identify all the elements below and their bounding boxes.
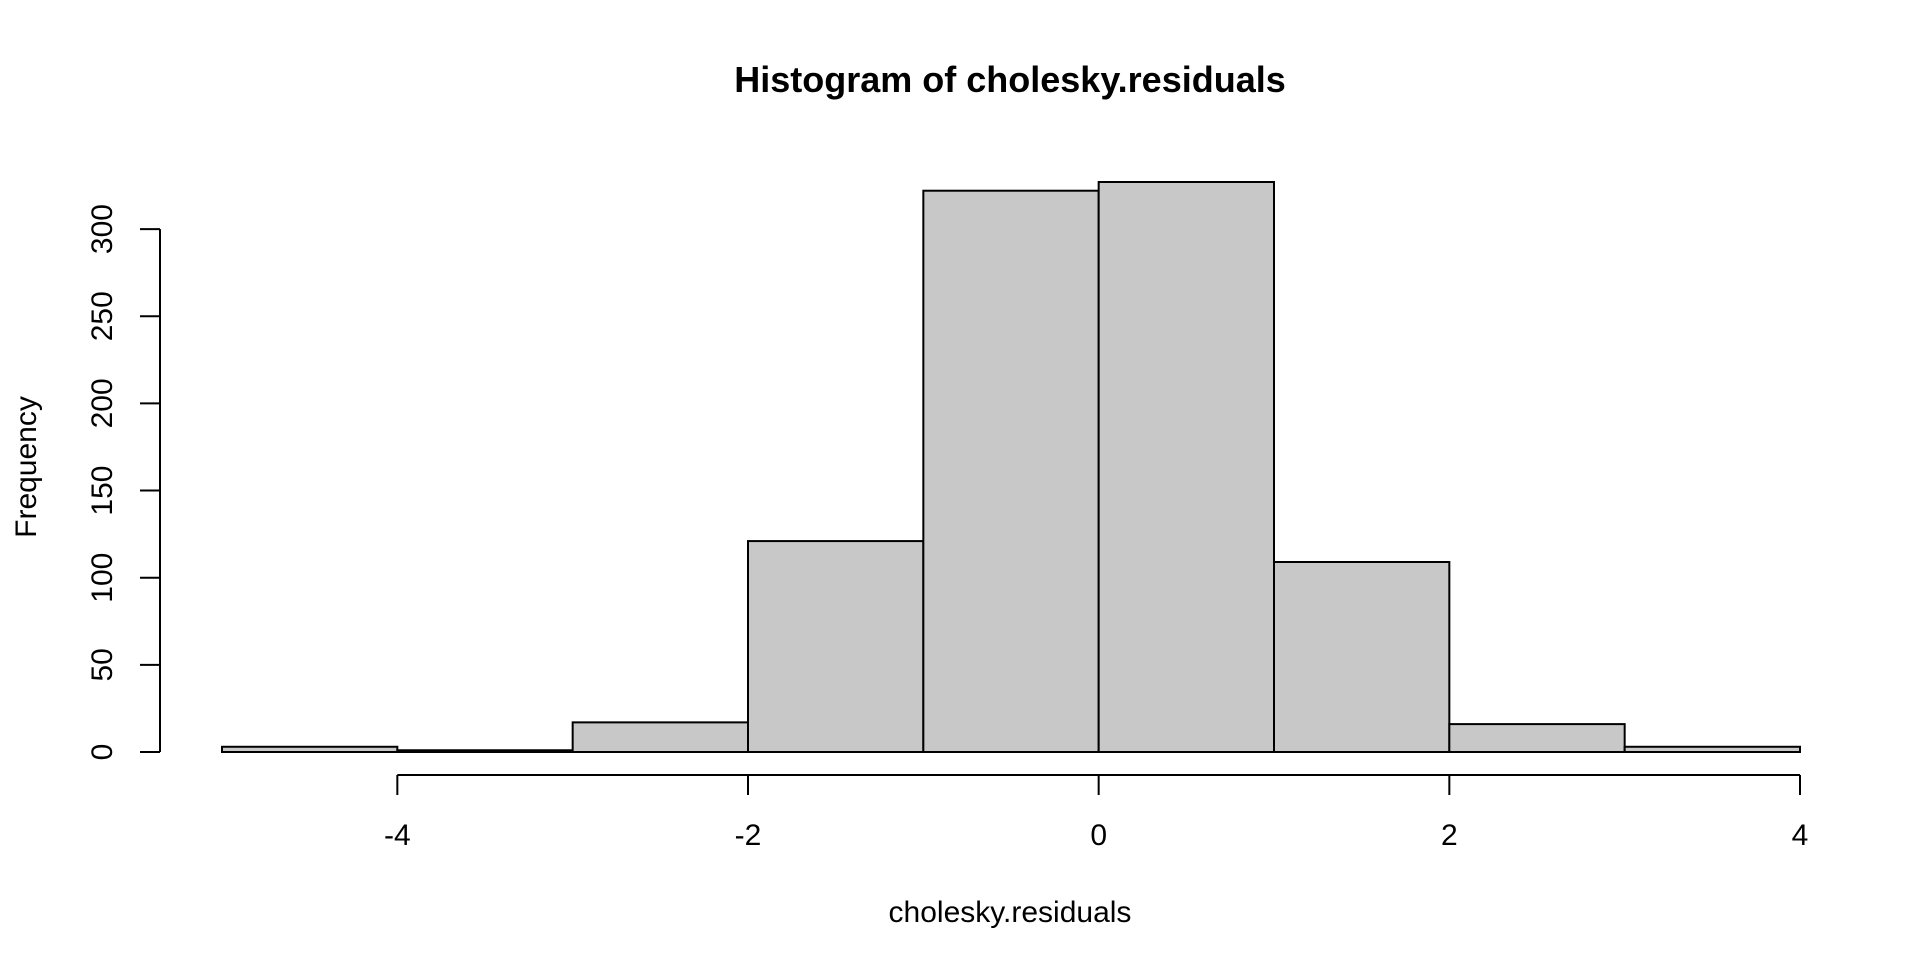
histogram-bar — [1273, 561, 1451, 753]
histogram-bar — [747, 540, 925, 754]
histogram-bar — [221, 745, 399, 753]
x-tick-label: -4 — [384, 819, 411, 852]
y-tick-label: 250 — [86, 291, 119, 341]
x-tick-label: 2 — [1441, 819, 1458, 852]
y-tick-label: 300 — [86, 204, 119, 254]
x-tick-label: 4 — [1792, 819, 1809, 852]
histogram-bar — [571, 721, 750, 753]
chart-title: Histogram of cholesky.residuals — [734, 59, 1286, 100]
y-axis: 0 50 100 150 200 250 300 — [86, 204, 161, 761]
histogram-bar — [1623, 745, 1801, 753]
y-tick-label: 0 — [86, 744, 119, 761]
histogram-bar — [922, 189, 1100, 754]
histogram-bar — [1448, 723, 1626, 754]
y-axis-label: Frequency — [10, 396, 43, 538]
y-tick-label: 100 — [86, 553, 119, 603]
y-tick-label: 200 — [86, 378, 119, 428]
x-axis-label: cholesky.residuals — [889, 896, 1132, 929]
histogram-bar — [396, 749, 574, 754]
y-tick-label: 150 — [86, 466, 119, 516]
histogram-bar — [1097, 181, 1275, 753]
x-tick-label: 0 — [1090, 819, 1107, 852]
x-tick-label: -2 — [735, 819, 762, 852]
y-tick-label: 50 — [86, 648, 119, 681]
x-axis: -4 -2 0 2 4 — [384, 774, 1809, 852]
bars-group — [221, 181, 1801, 754]
